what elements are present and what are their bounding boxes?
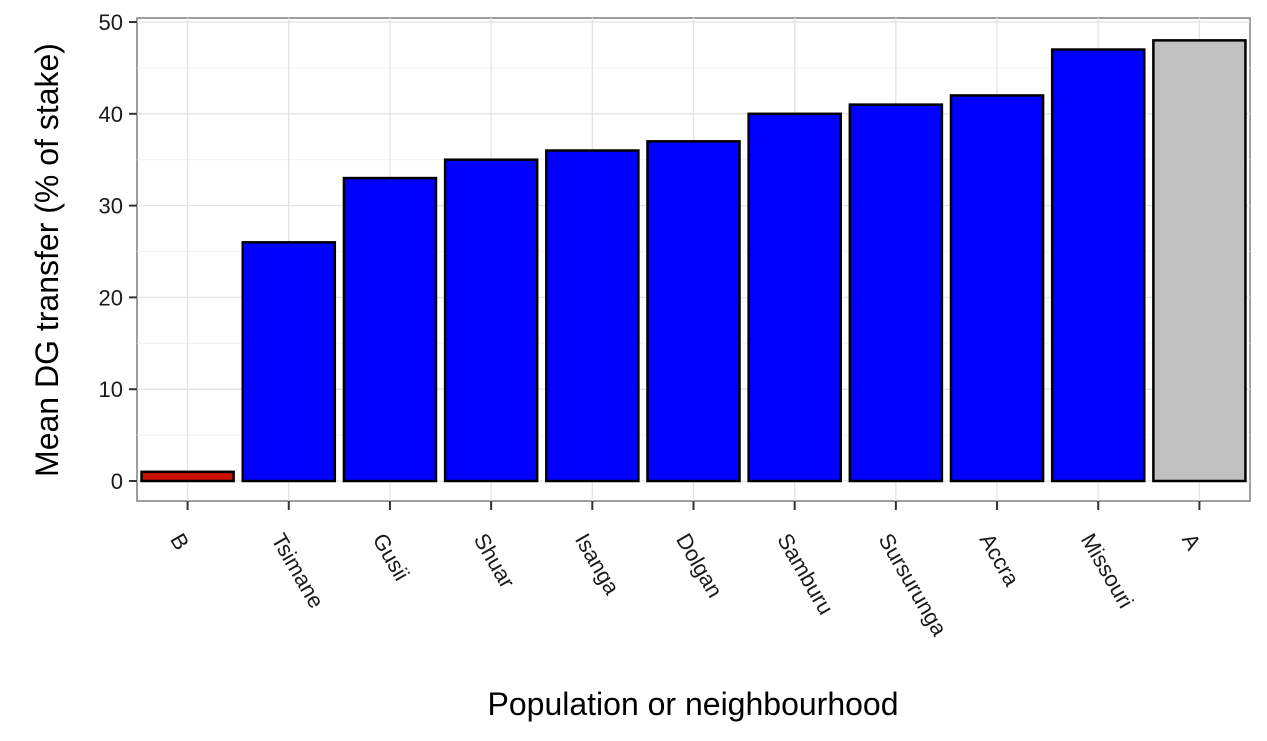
bar-samburu xyxy=(747,112,842,483)
y-tick-label: 20 xyxy=(99,285,123,310)
x-tick-label-samburu: Samburu xyxy=(772,529,838,619)
bar-dolgan xyxy=(646,140,741,483)
x-tick-label-missouri: Missouri xyxy=(1076,529,1139,612)
bar-missouri xyxy=(1050,48,1146,483)
y-tick-label: 50 xyxy=(99,10,123,35)
x-tick-label-tsimane: Tsimane xyxy=(266,529,329,612)
x-axis: B Tsimane Gusii Shuar Isanga Dolgan Samburu Sur… xyxy=(165,501,1206,641)
bar-b xyxy=(140,470,235,483)
y-tick-label: 40 xyxy=(99,102,123,127)
x-tick-label-gusii: Gusii xyxy=(368,529,415,585)
x-tick-label-b: B xyxy=(165,529,194,554)
x-tick-label-accra: Accra xyxy=(975,529,1025,591)
x-axis-title: Population or neighbourhood xyxy=(488,686,899,722)
y-axis: 0 10 20 30 40 50 xyxy=(99,10,137,494)
x-tick-label-shuar: Shuar xyxy=(469,529,520,592)
y-tick-label: 30 xyxy=(99,194,123,219)
bar-a xyxy=(1152,39,1247,483)
bar-gusii xyxy=(342,176,438,483)
bar-sursurunga xyxy=(848,103,944,483)
y-axis-title: Mean DG transfer (% of stake) xyxy=(29,43,65,477)
bar-shuar xyxy=(443,158,539,483)
bar-accra xyxy=(949,94,1045,483)
y-tick-label: 0 xyxy=(111,469,123,494)
x-tick-label-dolgan: Dolgan xyxy=(671,529,728,602)
bar-tsimane xyxy=(241,241,337,483)
x-tick-label-sursurunga: Sursurunga xyxy=(874,529,953,641)
bars xyxy=(140,39,1247,483)
x-tick-label-isanga: Isanga xyxy=(570,529,625,599)
y-tick-label: 10 xyxy=(99,377,123,402)
x-tick-label-a: A xyxy=(1177,529,1206,554)
bar-isanga xyxy=(545,149,640,483)
